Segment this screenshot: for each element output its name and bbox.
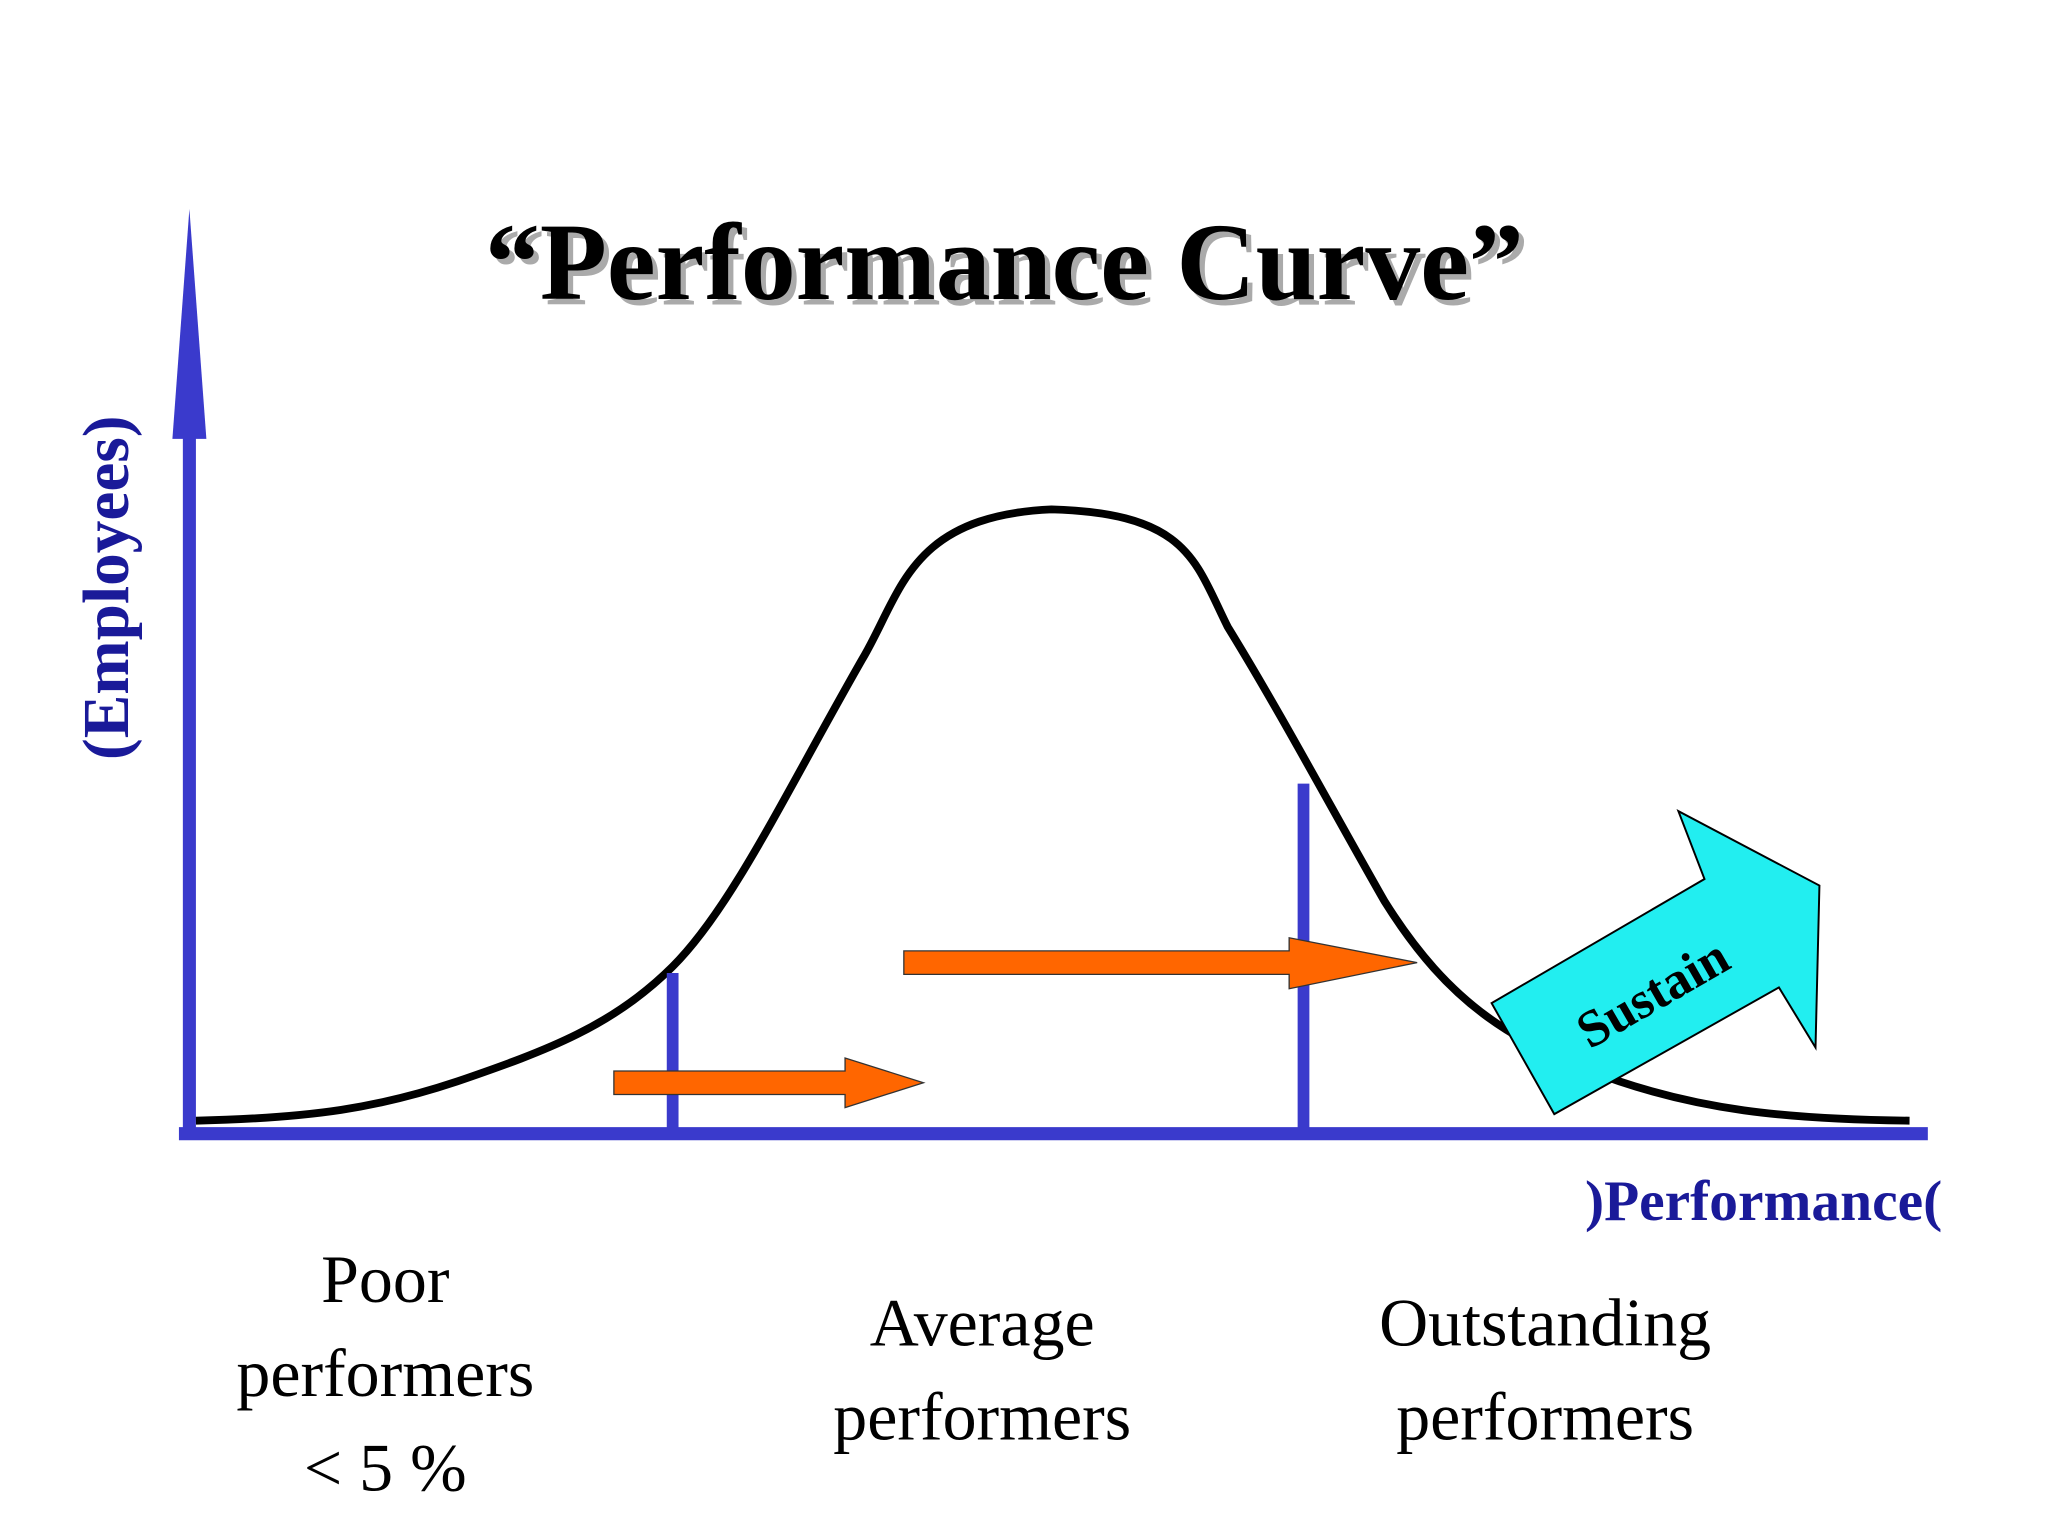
group-label: < 5 %	[304, 1429, 467, 1505]
group-label: performers	[1396, 1378, 1694, 1454]
title-shadow: “Performance Curve”	[490, 206, 1529, 328]
y-axis-arrowhead	[172, 208, 207, 439]
x-axis-label: )Performance(	[1585, 1170, 1942, 1233]
sustain-arrow	[1490, 809, 1821, 1116]
y-axis-label: (Employees)	[71, 415, 143, 760]
group-label: Outstanding	[1379, 1284, 1711, 1360]
title: “Performance Curve”	[485, 201, 1524, 323]
improvement-arrow	[613, 1057, 926, 1109]
improvement-arrow	[903, 937, 1418, 990]
group-label: Average	[870, 1284, 1095, 1360]
group-label: performers	[833, 1378, 1131, 1454]
group-label: performers	[236, 1335, 534, 1411]
group-label: Poor	[321, 1241, 450, 1317]
